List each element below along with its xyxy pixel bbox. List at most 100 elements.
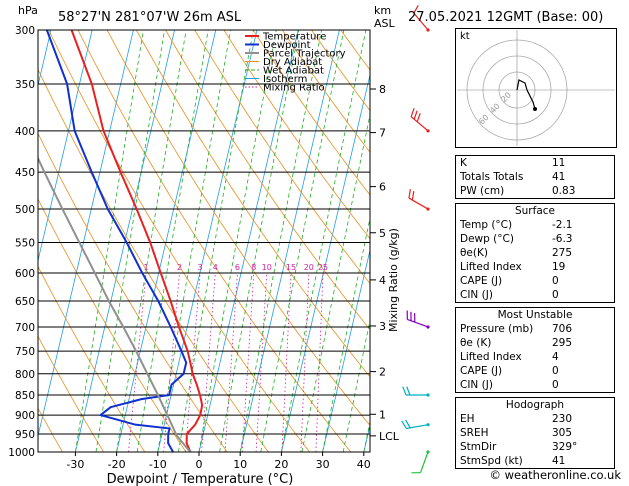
legend-entry: Temperature (262, 32, 326, 43)
pressure-tick-label: 950 (15, 429, 35, 441)
wind-barb-flag (402, 386, 407, 396)
wet-adiabat-line (157, 30, 232, 452)
hodograph-trace (516, 79, 536, 110)
wet-adiabat-line (178, 30, 254, 452)
pressure-tick-label: 400 (15, 126, 35, 138)
dry-adiabat-line (281, 30, 370, 153)
series-line-temperature (70, 30, 204, 452)
wind-barb-flag (401, 420, 407, 429)
isotherm-line (38, 30, 134, 438)
mixing-ratio-axis-label: Mixing Ratio (g/kg) (387, 228, 400, 332)
series-line-dewpoint (45, 30, 188, 452)
hodograph-box: Hodograph EH 230 SREH 305 StmDir 329° StmSp… (455, 397, 615, 469)
index-box: K 11 Totals Totals 41 PW (cm) 0.83 (455, 155, 615, 199)
surface-title: Surface (514, 205, 555, 217)
pressure-tick-label: 350 (15, 79, 35, 91)
mixing-ratio-line (281, 272, 292, 452)
credit-text: © weatheronline.co.uk (489, 468, 621, 482)
dry-adiabat-line (252, 30, 370, 196)
wind-barb-base (426, 423, 430, 427)
indices-panel: K 11 Totals Totals 41 PW (cm) 0.83 Surface … (455, 155, 615, 473)
wet-adiabat-line (301, 112, 370, 452)
wet-adiabat-line (281, 30, 367, 452)
mixing-ratio-line (255, 272, 268, 452)
isotherm-line (198, 30, 299, 452)
isotherm-line (116, 30, 217, 452)
hpa-label: hPa (18, 4, 38, 17)
x-tick-label: 40 (357, 458, 371, 471)
km-tick-label: 7 (379, 127, 386, 140)
mixing-ratio-label: 8 (251, 263, 256, 272)
pressure-tick-label: 1000 (8, 447, 35, 459)
wind-barb-base (426, 207, 430, 211)
wind-barb-flag (408, 189, 411, 199)
pressure-tick-label: 500 (15, 204, 35, 216)
wet-adiabat-line (260, 30, 345, 452)
surface-row: Lifted Index 19 (460, 261, 566, 273)
dry-adiabat-line (223, 30, 370, 240)
mu-row: CAPE (J) 0 (460, 365, 559, 377)
mixing-ratio-label: 2 (177, 263, 182, 272)
wet-adiabat-line (95, 30, 165, 452)
pressure-tick-label: 800 (15, 369, 35, 381)
x-axis-label: Dewpoint / Temperature (°C) (107, 472, 294, 486)
wet-adiabat-line (198, 30, 277, 452)
legend-entry: Dewpoint (263, 40, 311, 51)
hodograph-endpoint (533, 107, 537, 111)
mixing-ratio-label: 4 (213, 263, 218, 272)
dry-adiabat-line (194, 30, 370, 285)
pressure-tick-label: 700 (15, 322, 35, 334)
km-tick-label: 2 (379, 366, 386, 379)
wind-barb (408, 197, 429, 210)
pressure-tick-label: 750 (15, 346, 35, 358)
x-tick-label: 10 (233, 458, 247, 471)
plot-area (38, 30, 370, 452)
wind-barb (419, 451, 429, 473)
pressure-tick-label: 650 (15, 296, 35, 308)
wind-barb-base (426, 129, 430, 133)
location-title: 58°27'N 281°07'W 26m ASL (58, 10, 242, 25)
hodograph-unit-label: kt (460, 31, 470, 42)
datetime-label: 27.05.2021 12GMT (Base: 00) (408, 10, 603, 25)
hodograph-frame (455, 28, 617, 148)
mixing-ratio-label: 15 (286, 263, 296, 272)
mu-row: Pressure (mb) 706 (460, 323, 573, 335)
most-unstable-title: Most Unstable (497, 309, 573, 321)
wind-barb-base (426, 393, 430, 397)
km-tick-label: 4 (379, 274, 386, 287)
mixing-ratio-label: 10 (262, 263, 272, 272)
surface-row: Dewp (°C) -6.3 (460, 233, 573, 245)
isotherm-line (38, 30, 93, 263)
km-tick-label: 5 (379, 227, 386, 240)
pressure-tick-label: 550 (15, 237, 35, 249)
km-tick-label: 6 (379, 181, 386, 194)
mixing-ratio-line (185, 272, 201, 452)
surface-row: Temp (°C) -2.1 (460, 219, 573, 231)
isotherm-line (281, 73, 370, 452)
wet-adiabat-line (342, 318, 370, 452)
mixing-ratio-line (315, 272, 324, 452)
km-tick-label: 3 (379, 320, 386, 333)
dry-adiabat-line (38, 335, 104, 452)
pressure-tick-label: 450 (15, 167, 35, 179)
mixing-ratio-line (224, 272, 238, 452)
wet-adiabat-line (239, 30, 322, 452)
mixing-ratio-label: 1 (144, 263, 149, 272)
legend-entry: Wet Adiabat (263, 66, 324, 77)
index-row-tt: Totals Totals 41 (460, 171, 566, 183)
asl-label: ASL (374, 17, 396, 30)
index-row-pw: PW (cm) 0.83 (460, 185, 576, 197)
legend-entry: Parcel Trajectory (263, 49, 346, 60)
isotherm-line (322, 248, 370, 452)
hodo-row: StmDir 329° (460, 441, 578, 453)
wind-barb-flag (405, 419, 411, 429)
wind-barb-base (426, 325, 430, 329)
x-tick-label: 20 (274, 458, 288, 471)
plot-frame (37, 29, 371, 453)
mixing-ratio-line (300, 272, 310, 452)
mu-row: θe (K) 295 (460, 337, 573, 349)
mu-row: Lifted Index 4 (460, 351, 559, 363)
hodo-row: EH 230 (460, 413, 573, 425)
